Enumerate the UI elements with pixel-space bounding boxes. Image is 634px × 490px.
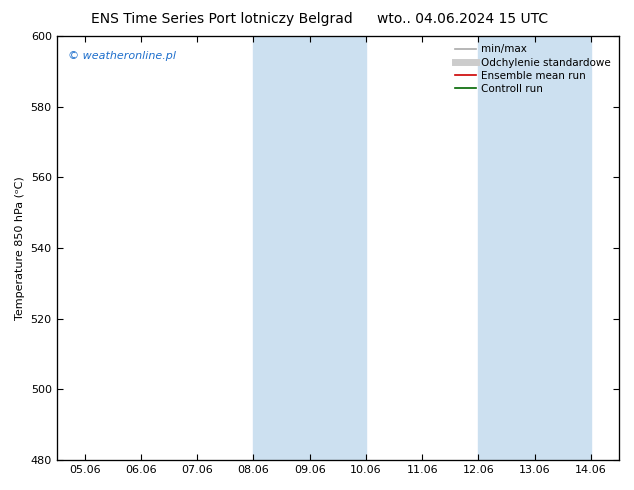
Text: ENS Time Series Port lotniczy Belgrad: ENS Time Series Port lotniczy Belgrad xyxy=(91,12,353,26)
Bar xyxy=(254,36,366,460)
Y-axis label: Temperature 850 hPa (ᵒC): Temperature 850 hPa (ᵒC) xyxy=(15,176,25,320)
Text: wto.. 04.06.2024 15 UTC: wto.. 04.06.2024 15 UTC xyxy=(377,12,548,26)
Legend: min/max, Odchylenie standardowe, Ensemble mean run, Controll run: min/max, Odchylenie standardowe, Ensembl… xyxy=(452,41,614,97)
Text: © weatheronline.pl: © weatheronline.pl xyxy=(68,51,176,61)
Bar xyxy=(479,36,591,460)
